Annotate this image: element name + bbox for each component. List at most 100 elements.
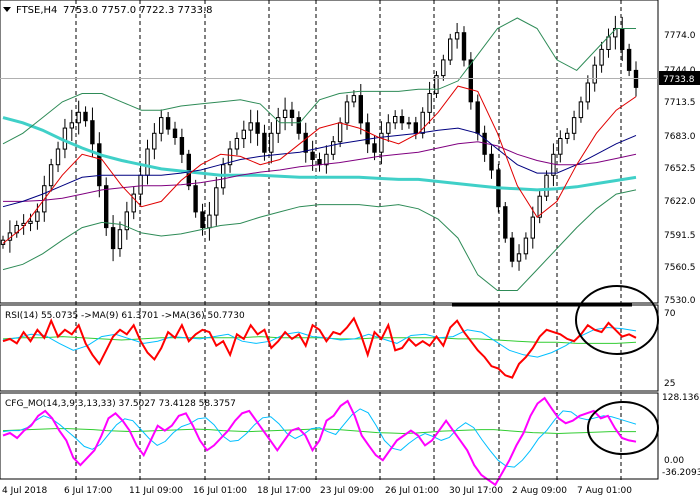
candle-body: [289, 109, 295, 118]
x-axis-label: 16 Jul 01:00: [193, 486, 247, 496]
candle-body: [516, 253, 522, 262]
candle-body: [413, 122, 419, 134]
candle-body: [420, 111, 425, 134]
cfg-tick-bottom: -36.2093: [662, 468, 700, 478]
candle-body: [578, 101, 584, 119]
candle-body: [124, 211, 129, 231]
candle-body: [461, 32, 467, 61]
candle-body: [48, 164, 54, 187]
candle-body: [83, 111, 88, 122]
cfg-label: CFG_MO(14,3,9,3,13,33) 37.5027 73.4128 5…: [5, 399, 236, 409]
candle-body: [152, 132, 157, 150]
ma-purple-line: [3, 141, 637, 202]
candle-body: [448, 38, 453, 61]
candle-body: [296, 117, 302, 134]
candle-body: [544, 174, 549, 197]
candle-body: [179, 137, 185, 155]
candle-body: [599, 48, 604, 66]
candle-body: [303, 132, 308, 153]
candle-body: [399, 116, 405, 124]
candle-body: [172, 128, 178, 139]
candle-body: [234, 138, 240, 150]
ma-red-line: [2, 85, 637, 244]
candle-body: [551, 153, 556, 176]
candle-body: [606, 36, 611, 51]
cfg-main-line: [2, 396, 637, 487]
x-axis-label: 23 Jul 09:00: [320, 486, 374, 496]
x-axis-label: 6 Jul 17:00: [64, 486, 113, 496]
candle-body: [200, 211, 205, 229]
candle-body: [159, 117, 164, 134]
candle-body: [613, 28, 618, 38]
candle-body: [214, 187, 219, 216]
candle-body: [186, 153, 192, 187]
candle-body: [145, 148, 150, 176]
candle-body: [131, 193, 136, 213]
rsi-highlight-circle: [575, 285, 659, 355]
candle-body: [620, 28, 625, 50]
candle-body: [489, 153, 494, 171]
candle-body: [386, 122, 391, 134]
candle-body: [248, 122, 253, 131]
ma-cyan-line: [2, 116, 637, 192]
candle-body: [379, 132, 384, 153]
candle-body: [227, 148, 233, 166]
candle-body: [434, 75, 439, 94]
candle-body: [393, 116, 398, 124]
candle-body: [324, 153, 329, 166]
candle-body: [117, 229, 123, 250]
triangle-down-icon: [3, 7, 11, 12]
x-axis-label: 7 Aug 01:00: [577, 486, 632, 496]
cfg-tick-zero: 0.00: [664, 456, 684, 466]
cfg-highlight-circle: [587, 401, 659, 455]
candle-body: [241, 129, 247, 140]
candle-body: [344, 101, 350, 124]
candle-body: [475, 101, 480, 134]
candle-body: [110, 227, 116, 250]
candle-body: [276, 117, 281, 134]
ma-navy-line: [2, 127, 637, 208]
rsi-ma-fast-line: [2, 326, 637, 358]
current-price-box: [659, 71, 700, 85]
candle-body: [503, 206, 508, 239]
candle-body: [626, 48, 632, 71]
candle-body: [35, 211, 40, 222]
candle-body: [337, 122, 343, 143]
candle-body: [138, 174, 143, 195]
candle-body: [351, 95, 357, 103]
cfg-panel: [2, 396, 637, 487]
price-tick: 7713.5: [664, 98, 696, 108]
rsi-panel-frame: [0, 304, 659, 392]
candle-body: [104, 185, 109, 229]
candle-body: [207, 214, 212, 229]
x-axis-label: 26 Jul 01:00: [385, 486, 439, 496]
cfg-slow-line: [2, 428, 636, 435]
cfg-tick-top: 128.1362: [662, 393, 700, 403]
candle-body: [372, 143, 377, 153]
rsi-panel: [2, 316, 637, 379]
candle-body: [406, 122, 412, 125]
candle-body: [97, 143, 102, 187]
price-panel: [0, 15, 639, 291]
price-tick: 7622.0: [664, 197, 696, 207]
candle-body: [262, 132, 267, 153]
price-tick: 7591.5: [664, 231, 696, 241]
symbol-timeframe: FTSE,H4: [16, 5, 57, 16]
candle-body: [468, 59, 474, 103]
candle-body: [269, 132, 274, 153]
x-axis-label: 2 Aug 09:00: [512, 486, 567, 496]
bollinger-lower-line: [2, 189, 637, 291]
candle-body: [255, 122, 260, 134]
candle-body: [427, 93, 432, 113]
candle-body: [509, 237, 515, 262]
cfg-panel-frame: [0, 392, 659, 480]
candle-body: [193, 185, 198, 213]
price-tick: 7652.5: [664, 164, 696, 174]
candle-body: [55, 148, 61, 166]
candle-body: [585, 82, 590, 103]
candle-body: [523, 237, 529, 255]
bollinger-upper-line: [2, 17, 636, 145]
candle-body: [69, 122, 74, 129]
